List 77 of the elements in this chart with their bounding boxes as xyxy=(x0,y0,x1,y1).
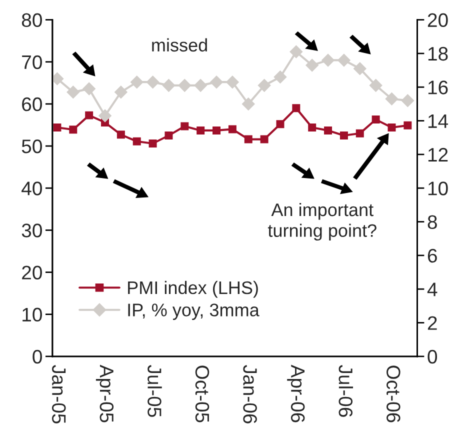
point xyxy=(340,132,348,140)
point xyxy=(228,125,236,134)
point xyxy=(290,45,303,58)
point xyxy=(274,70,287,84)
point xyxy=(324,126,332,134)
annotation: missed xyxy=(152,38,207,52)
point xyxy=(353,62,366,76)
point xyxy=(210,76,223,88)
y2-tick-label: 18 xyxy=(428,46,448,61)
y2-tick-label: 12 xyxy=(428,148,448,162)
point xyxy=(212,126,221,134)
point xyxy=(53,124,62,132)
point xyxy=(306,58,319,72)
y2-tick-label: 4 xyxy=(427,282,438,296)
x-tick-label: Jul-06 xyxy=(338,365,354,417)
x-tick-label: Oct-06 xyxy=(386,366,400,422)
point xyxy=(194,79,208,92)
point xyxy=(98,109,112,122)
point xyxy=(292,104,300,112)
point xyxy=(130,76,144,88)
point xyxy=(66,86,80,99)
y-tick-label: 40 xyxy=(22,182,42,196)
y2-tick-label: 2 xyxy=(428,316,437,330)
point xyxy=(82,82,96,96)
point xyxy=(338,54,350,67)
point xyxy=(69,126,78,134)
y2-tick-label: 0 xyxy=(428,350,438,364)
point xyxy=(164,132,173,140)
point xyxy=(404,121,412,130)
point xyxy=(401,94,414,107)
point xyxy=(244,135,252,144)
y2-tick-label: 8 xyxy=(428,215,437,229)
y-tick-label: 0 xyxy=(32,350,42,364)
point xyxy=(258,79,271,92)
y2-tick-label: 14 xyxy=(428,114,448,128)
point xyxy=(388,124,396,132)
point xyxy=(132,137,141,146)
point xyxy=(369,79,382,92)
point xyxy=(196,126,205,134)
y-tick-label: 10 xyxy=(22,308,42,322)
y-tick-label: 80 xyxy=(22,13,42,28)
point xyxy=(85,111,94,120)
legend-label: PMI index (LHS) xyxy=(128,280,258,298)
point xyxy=(180,122,189,130)
x-tick-label: Oct-05 xyxy=(195,366,210,422)
x-tick-label: Jan-05 xyxy=(52,365,66,424)
point xyxy=(146,76,160,88)
point xyxy=(148,140,157,148)
legend-label: IP, % yoy, 3mma xyxy=(128,304,260,320)
x-tick-label: Apr-06 xyxy=(287,364,305,422)
x-tick-label: Jul-05 xyxy=(148,365,162,417)
point xyxy=(178,79,192,92)
point xyxy=(114,86,128,99)
point xyxy=(242,98,255,110)
point xyxy=(226,76,239,88)
y-tick-label: 30 xyxy=(22,224,42,238)
y2-tick-label: 20 xyxy=(428,13,448,28)
point xyxy=(260,135,268,144)
point xyxy=(322,54,334,67)
point xyxy=(276,120,284,128)
y-tick-label: 70 xyxy=(22,55,42,70)
point xyxy=(52,72,64,86)
point xyxy=(356,129,364,138)
x-tick-label: Apr-05 xyxy=(96,364,114,422)
y-tick-label: 50 xyxy=(22,139,42,154)
y-tick-label: 60 xyxy=(22,97,42,112)
point xyxy=(385,92,398,106)
y2-tick-label: 10 xyxy=(428,182,448,196)
point xyxy=(372,116,380,124)
point xyxy=(116,130,125,139)
annotation: An important turning point? xyxy=(268,202,376,241)
point xyxy=(308,124,316,132)
x-tick-label: Jan-06 xyxy=(243,365,257,424)
y2-tick-label: 6 xyxy=(428,248,437,263)
y-tick-label: 20 xyxy=(22,266,42,280)
point xyxy=(162,79,176,92)
y2-tick-label: 16 xyxy=(428,80,448,94)
